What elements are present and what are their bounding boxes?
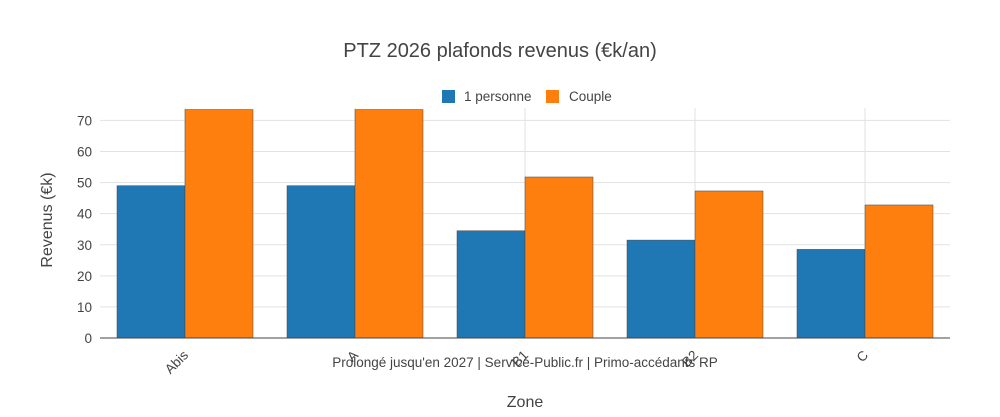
legend-label-couple: Couple: [569, 89, 612, 104]
bar-1-personne-b2: [626, 239, 696, 339]
y-tick-label: 20: [77, 269, 92, 284]
bar-couple-c: [864, 204, 934, 339]
source-annotation: Prolongé jusqu'en 2027 | Service-Public.…: [332, 355, 718, 370]
bar-couple-b1: [524, 176, 594, 339]
legend-swatch-couple: [546, 90, 559, 103]
y-tick-labels: 0 10 20 30 40 50 60 70: [77, 113, 92, 346]
x-tick-label: C: [854, 347, 872, 365]
bar-1-personne-b1: [456, 230, 526, 339]
y-tick-label: 60: [77, 145, 92, 160]
y-tick-label: 30: [77, 238, 92, 253]
bars-layer: [116, 109, 934, 339]
bar-couple-b2: [694, 190, 764, 339]
bar-1-personne-a: [286, 185, 356, 339]
bar-1-personne-abis: [116, 185, 186, 339]
bar-couple-a: [354, 109, 424, 339]
legend-label-1-personne: 1 personne: [464, 89, 532, 104]
chart-title: PTZ 2026 plafonds revenus (€k/an): [343, 40, 657, 62]
legend: 1 personne Couple: [442, 89, 612, 104]
bar-couple-abis: [184, 109, 254, 339]
y-tick-label: 0: [84, 331, 92, 346]
y-axis-title: Revenus (€k): [39, 172, 56, 267]
x-tick-label: Abis: [162, 347, 191, 376]
y-tick-label: 70: [77, 113, 92, 128]
x-axis-title: Zone: [507, 394, 544, 411]
y-tick-label: 10: [77, 300, 92, 315]
bar-1-personne-c: [796, 249, 866, 339]
legend-swatch-1-personne: [442, 90, 455, 103]
y-tick-label: 50: [77, 176, 92, 191]
y-tick-label: 40: [77, 207, 92, 222]
